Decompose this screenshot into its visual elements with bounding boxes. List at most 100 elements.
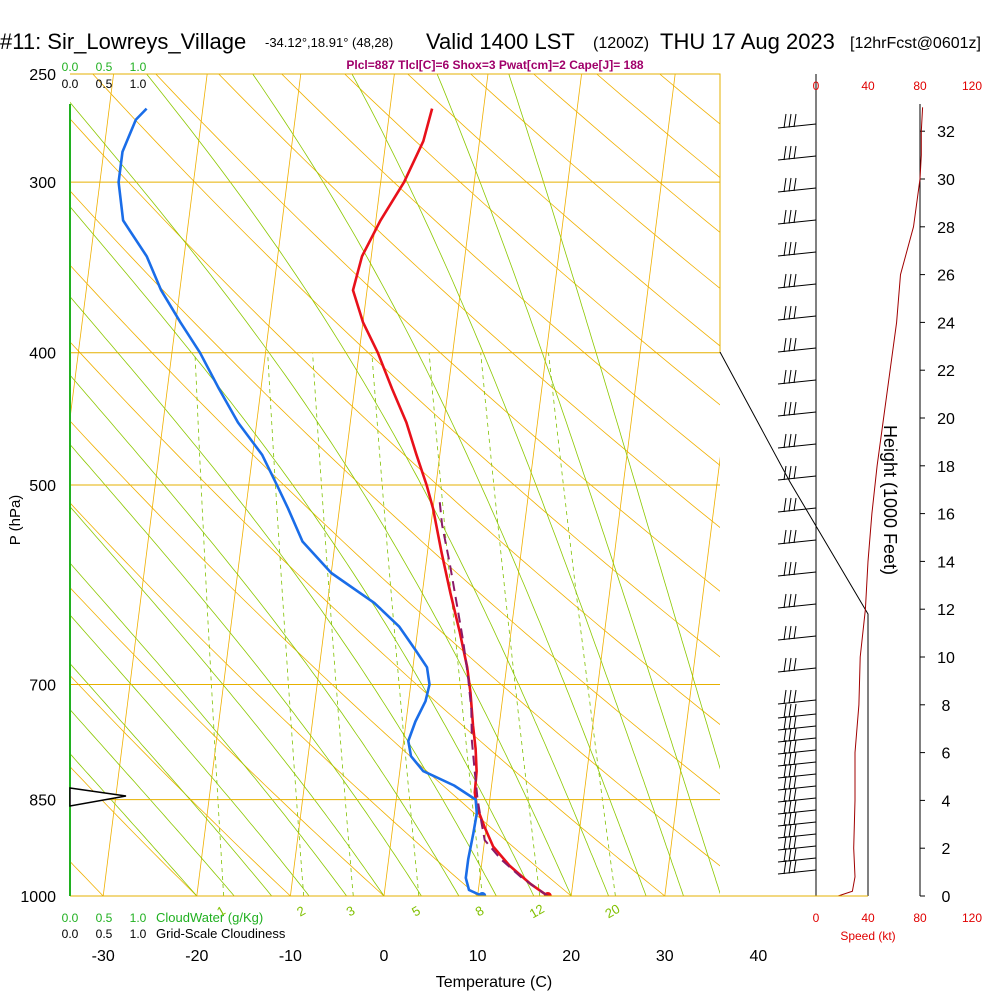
x-axis-title: Temperature (C) xyxy=(436,974,552,991)
cloudwater-bottom-tick: 0.0 xyxy=(62,911,79,925)
pressure-tick-label: 400 xyxy=(29,346,56,363)
x-tick-label: 10 xyxy=(469,948,487,965)
wind-barb xyxy=(777,657,817,673)
pressure-tick-label: 1000 xyxy=(20,889,56,906)
speed-top-tick: 120 xyxy=(962,79,982,93)
cloudwater-top-tick: 0.0 xyxy=(62,60,79,74)
cloudiness-top-tick: 0.5 xyxy=(96,77,113,91)
dry-adiabat-line xyxy=(70,420,572,896)
profiles xyxy=(117,107,552,896)
x-tick-label: 20 xyxy=(562,948,580,965)
x-tick-label: -20 xyxy=(185,948,208,965)
moist-adiabat-line xyxy=(70,506,385,896)
height-tick-label: 2 xyxy=(942,841,951,858)
dry-adiabat-line xyxy=(407,74,720,347)
dry-adiabat-line xyxy=(70,190,720,795)
wind-barb xyxy=(777,847,817,863)
parcel-profile xyxy=(438,496,549,896)
height-tick-label: 14 xyxy=(937,554,955,571)
dewpoint-profile xyxy=(117,107,483,896)
wind-barb xyxy=(777,689,817,705)
wind-barb xyxy=(777,727,817,743)
moist-adiabat-line xyxy=(436,74,720,895)
x-tick-label: 40 xyxy=(750,948,768,965)
moist-adiabat-line xyxy=(70,443,422,896)
wind-barb xyxy=(777,715,817,731)
freezing-level-marker xyxy=(69,787,127,807)
wind-barb xyxy=(777,241,817,257)
wind-barb xyxy=(777,305,817,321)
cloudiness-top-tick: 0.0 xyxy=(62,77,79,91)
right-axis-title: Height (1000 Feet) xyxy=(880,425,900,575)
wind-barb xyxy=(777,561,817,577)
height-tick-label: 10 xyxy=(937,650,955,667)
wind-barb xyxy=(777,763,817,779)
wind-panel-boundary xyxy=(719,351,869,896)
title-date: THU 17 Aug 2023 xyxy=(660,29,835,54)
cloudwater-bottom-tick: 0.5 xyxy=(96,911,113,925)
title-forecast: [12hrFcst@0601z] xyxy=(850,35,981,52)
wind-barb xyxy=(777,145,817,161)
height-tick-label: 26 xyxy=(937,268,955,285)
wind-barb xyxy=(777,337,817,353)
cloudwater-bottom-tick: 1.0 xyxy=(130,911,147,925)
height-tick-label: 20 xyxy=(937,411,955,428)
mixing-ratio-label: 20 xyxy=(602,901,622,921)
cloudiness-bottom-tick: 0.0 xyxy=(62,927,79,941)
speed-top-tick: 40 xyxy=(861,79,875,93)
dry-adiabat-line xyxy=(70,587,385,896)
isotherm-line xyxy=(70,74,114,422)
dry-adiabat-line xyxy=(70,341,666,896)
wind-barb xyxy=(777,273,817,289)
height-tick-label: 8 xyxy=(942,698,951,715)
moist-adiabat-line xyxy=(146,74,609,896)
x-tick-label: -10 xyxy=(279,948,302,965)
wind-barb xyxy=(777,823,817,839)
height-tick-label: 32 xyxy=(937,124,955,141)
wind-barb xyxy=(777,369,817,385)
moist-adiabat-line xyxy=(70,101,572,896)
moist-adiabat-line xyxy=(70,205,535,896)
title-station: #11: Sir_Lowreys_Village xyxy=(0,29,246,54)
wind-barb xyxy=(777,751,817,767)
x-tick-label: -30 xyxy=(92,948,115,965)
wind-barb xyxy=(777,703,817,719)
wind-barb xyxy=(777,835,817,851)
speed-bottom-tick: 80 xyxy=(913,911,927,925)
pressure-tick-label: 500 xyxy=(29,478,56,495)
title-valid: Valid 1400 LST xyxy=(426,29,575,54)
dewpoint-surface-marker xyxy=(478,892,487,896)
speed-axis-title: Speed (kt) xyxy=(840,929,895,943)
moist-adiabat-line xyxy=(70,296,497,896)
height-tick-label: 22 xyxy=(937,363,955,380)
height-tick-label: 24 xyxy=(937,315,955,332)
moist-adiabat-line xyxy=(70,709,235,896)
x-tick-label: 0 xyxy=(380,948,389,965)
wind-barb xyxy=(777,113,817,129)
cloudwater-top-tick: 1.0 xyxy=(130,60,147,74)
wind-barb xyxy=(777,739,817,755)
background-lines xyxy=(70,74,720,896)
wind-barb xyxy=(777,625,817,641)
height-tick-label: 4 xyxy=(942,793,951,810)
dry-adiabat-line xyxy=(70,674,291,896)
height-tick-label: 6 xyxy=(942,746,951,763)
cloudiness-label: Grid-Scale Cloudiness xyxy=(156,926,286,941)
wind-panel: 0246810121416182022242628303200404080801… xyxy=(719,74,982,925)
dry-adiabat-line xyxy=(70,502,478,896)
dry-adiabat-line xyxy=(70,118,720,726)
dry-adiabat-line xyxy=(218,74,720,528)
moist-adiabat-line xyxy=(508,74,720,770)
moist-adiabat-line xyxy=(70,753,198,896)
wind-barb xyxy=(777,811,817,827)
pressure-tick-label: 850 xyxy=(29,793,56,810)
wind-barb xyxy=(777,787,817,803)
speed-bottom-tick: 120 xyxy=(962,911,982,925)
dry-adiabat-line xyxy=(281,74,720,466)
title-utc: (1200Z) xyxy=(593,35,649,52)
wind-barb xyxy=(777,401,817,417)
height-tick-label: 30 xyxy=(937,172,955,189)
x-tick-label: 30 xyxy=(656,948,674,965)
height-tick-label: 16 xyxy=(937,507,955,524)
wind-barb xyxy=(777,433,817,449)
